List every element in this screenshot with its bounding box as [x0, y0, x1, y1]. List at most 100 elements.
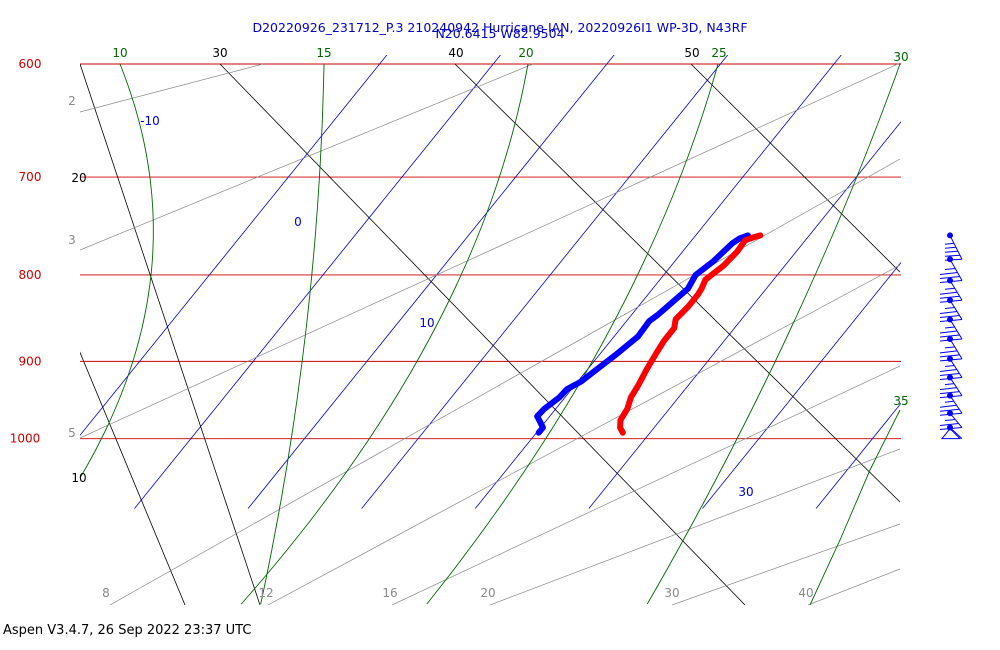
chart-title-line1: D20220926_231712_P.3 210240942 Hurricane…	[252, 20, 747, 35]
wind-barb-half-feather	[944, 364, 955, 367]
moist-adiabat-8	[807, 568, 901, 605]
dry-adiabat-label: 20	[71, 171, 86, 185]
wind-barb-half-feather	[944, 287, 955, 290]
wind-barb	[939, 316, 963, 342]
mixing-ratio-line-2	[240, 63, 529, 605]
wind-barb	[940, 424, 963, 440]
wind-barb-full-feather	[939, 330, 958, 334]
wind-barb-half-feather	[944, 254, 961, 257]
pressure-label-600: 600	[19, 57, 42, 71]
isotherm-label: 10	[419, 316, 434, 330]
isotherm-label: 0	[294, 215, 302, 229]
wind-barb-full-feather	[939, 295, 960, 299]
dry-adiabat-0	[80, 351, 186, 605]
isotherm--10	[247, 55, 615, 509]
wind-barb-staff	[949, 427, 963, 440]
wind-barb-full-feather	[939, 275, 960, 279]
wind-barb-staff	[949, 358, 963, 378]
wind-barb-full-feather	[939, 310, 958, 314]
moist-adiabat-0	[80, 63, 264, 113]
mixing-ratio-label: 30	[893, 50, 908, 64]
wind-barb	[944, 232, 963, 261]
wind-barb	[939, 355, 963, 380]
mixing-ratio-label: 20	[518, 46, 533, 60]
isotherm-0	[361, 55, 729, 509]
mixing-ratio-line-0	[80, 63, 154, 479]
moist-adiabat-label: 8	[102, 586, 110, 600]
wind-barb-full-feather	[939, 404, 957, 408]
wind-barb-full-feather	[939, 368, 957, 372]
moist-adiabat-label: 12	[258, 586, 273, 600]
wind-barb	[939, 256, 963, 283]
moist-adiabat-6	[489, 448, 901, 605]
wind-barb-half-feather	[944, 400, 954, 403]
isotherm--20	[134, 55, 501, 509]
moist-adiabat-label: 40	[798, 586, 813, 600]
mixing-ratio-label: 35	[893, 394, 908, 408]
sounding-profiles	[534, 232, 764, 436]
pressure-label-700: 700	[19, 170, 42, 184]
wind-barb	[939, 392, 963, 416]
dry-adiabat-label: 40	[448, 46, 463, 60]
wind-barb-full-feather	[939, 271, 958, 275]
dry-adiabat-label: 10	[71, 471, 86, 485]
moist-adiabat-1	[80, 63, 534, 251]
moist-adiabat-label: 20	[480, 586, 495, 600]
isotherm-20	[588, 121, 901, 509]
isotherm-label: 30	[738, 485, 753, 499]
wind-barb-full-feather	[939, 372, 960, 376]
wind-barb-staff	[949, 338, 963, 360]
dry-adiabat-1	[80, 63, 261, 605]
wind-barb-staff	[949, 280, 963, 301]
moist-adiabat-3	[109, 158, 901, 605]
wind-barb-full-feather	[939, 408, 960, 412]
wind-barb-staff	[949, 377, 963, 396]
wind-barb-staff	[949, 235, 963, 260]
pressure-label-1000: 1000	[10, 432, 41, 446]
isotherm-10	[474, 55, 842, 509]
wind-barb-full-feather	[939, 350, 958, 354]
dry-adiabat-label: 50	[684, 46, 699, 60]
moist-adiabat-label: 30	[664, 586, 679, 600]
mixing-ratio-line-35	[809, 409, 901, 605]
mixing-ratio-line-4	[646, 63, 901, 605]
wind-barb-half-feather	[944, 267, 956, 270]
wind-barb-half-feather	[944, 250, 959, 253]
wind-barb-column	[939, 232, 963, 440]
pressure-label-900: 900	[19, 354, 42, 368]
moist-adiabat-label: 3	[68, 233, 76, 247]
dry-adiabat-4	[690, 63, 901, 273]
pressure-label-800: 800	[19, 268, 42, 282]
moist-adiabat-5	[391, 365, 901, 605]
wind-barb-half-feather	[944, 383, 955, 386]
isotherm--30	[80, 55, 388, 436]
wind-barb-full-feather	[939, 314, 960, 318]
isotherm-40	[815, 402, 901, 509]
mixing-ratio-label: 25	[711, 46, 726, 60]
isotherm-label: -10	[140, 114, 160, 128]
wind-barb-full-feather	[939, 354, 960, 358]
background-grid	[80, 55, 901, 605]
wind-barb-full-feather	[939, 423, 959, 427]
wind-barb-half-feather	[944, 326, 955, 329]
mixing-ratio-line-3	[426, 63, 719, 605]
wind-barb-half-feather	[944, 346, 955, 349]
moist-adiabat-4	[267, 264, 901, 605]
mixing-ratio-line-1	[260, 63, 325, 605]
wind-barb-staff	[949, 319, 963, 340]
wind-barb-half-feather	[944, 242, 954, 245]
moist-adiabat-label: 5	[68, 426, 76, 440]
wind-barb-full-feather	[939, 391, 960, 395]
wind-barb-half-feather	[944, 246, 956, 249]
dry-adiabat-label: 30	[212, 46, 227, 60]
moist-adiabat-label: 16	[382, 586, 397, 600]
wind-barb-half-feather	[944, 306, 955, 309]
wind-barb-pennant	[940, 427, 962, 440]
wind-barb-full-feather	[939, 334, 960, 338]
isotherm-30	[702, 261, 901, 509]
dry-adiabat-3	[454, 63, 901, 503]
moist-adiabat-7	[671, 523, 901, 605]
dry-adiabat-2	[219, 63, 746, 605]
